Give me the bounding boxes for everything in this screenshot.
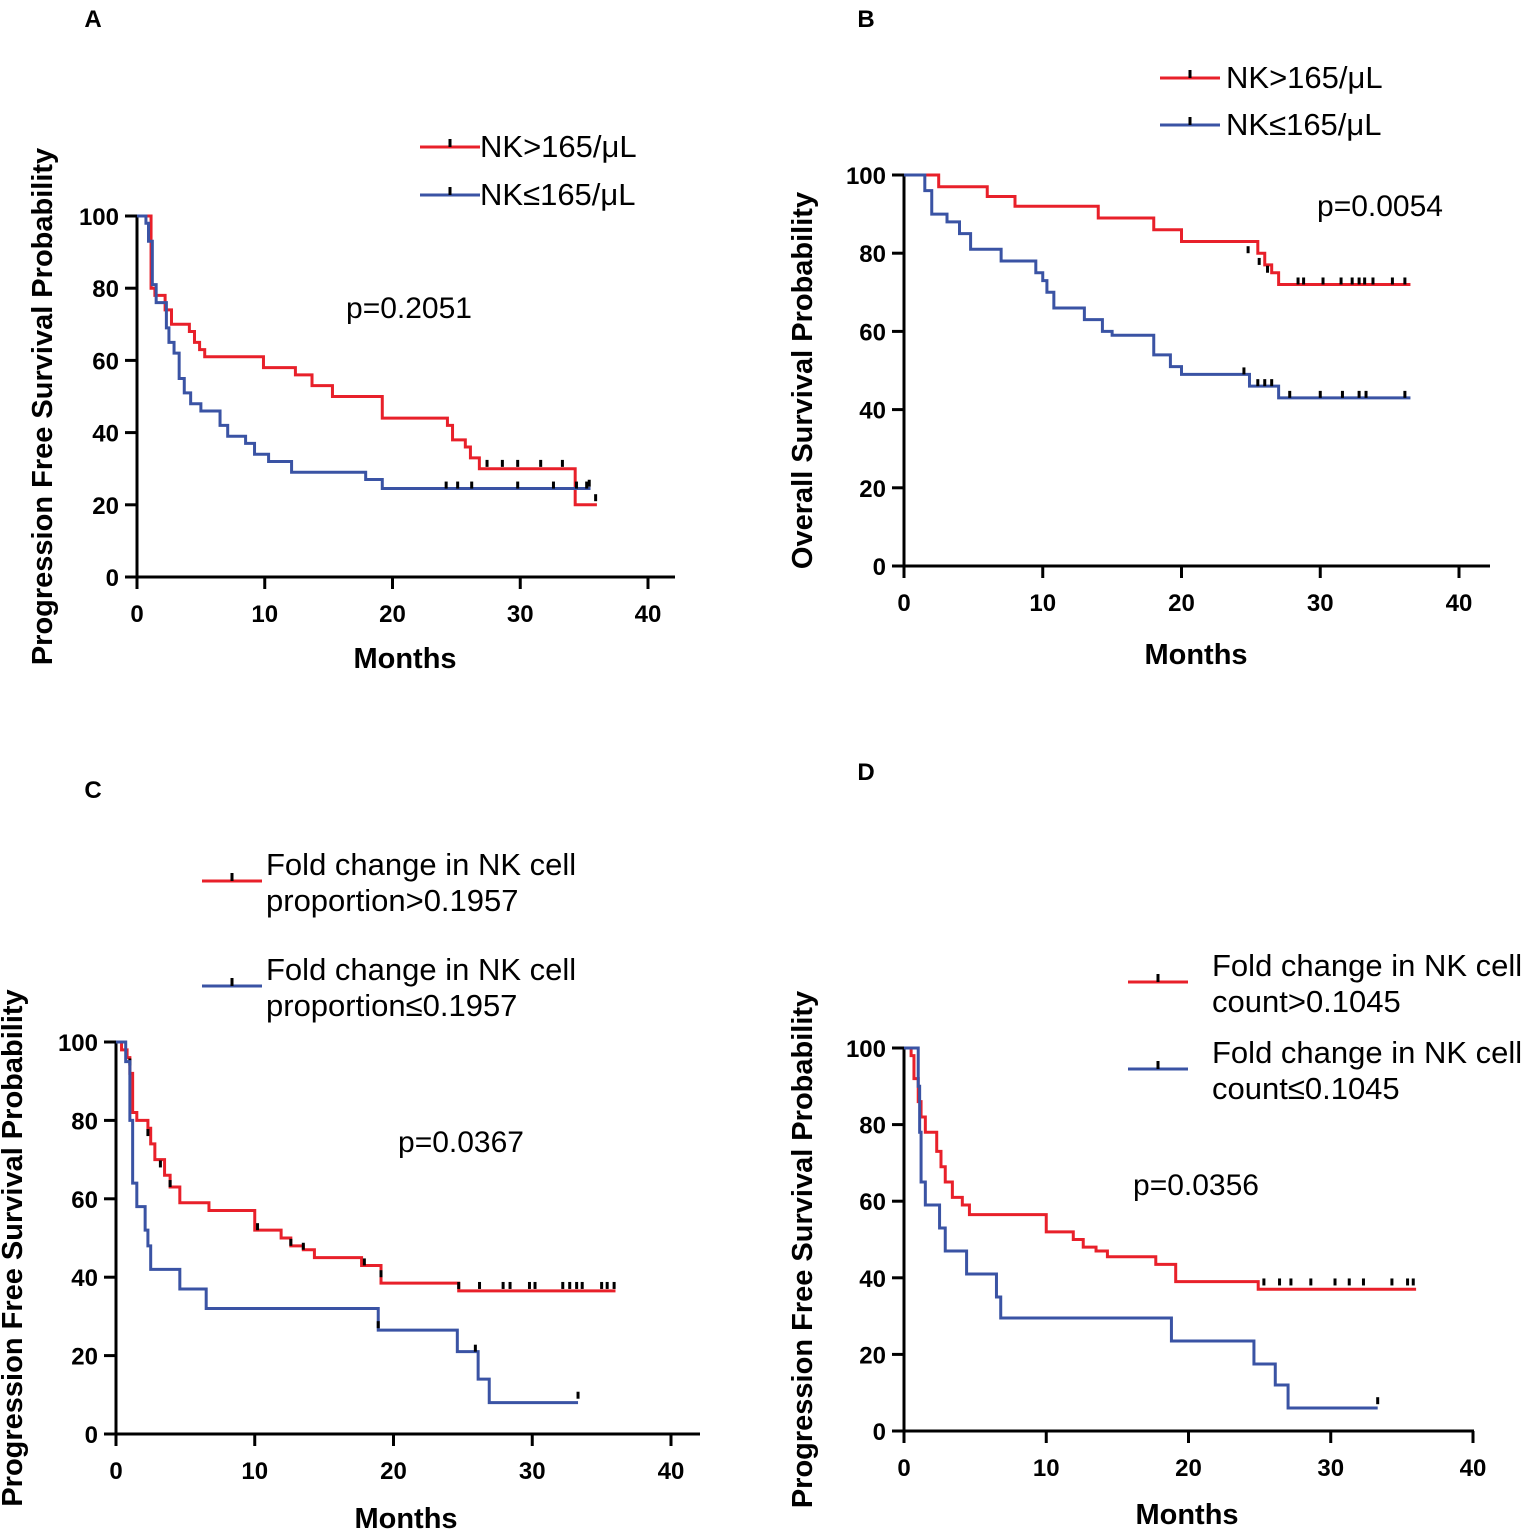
- x-tick-label: 20: [380, 1458, 407, 1485]
- y-tick-label: 40: [859, 398, 886, 425]
- y-tick-label: 20: [71, 1344, 98, 1371]
- survival-curve-low: [904, 173, 1411, 400]
- x-tick-label: 20: [379, 601, 406, 628]
- panel-letter: A: [84, 6, 101, 33]
- panel-letter: B: [857, 6, 874, 33]
- y-axis-title: Progression Free Survival Probability: [787, 991, 819, 1508]
- survival-curve-high: [137, 214, 597, 507]
- y-tick-label: 100: [846, 163, 886, 190]
- y-tick-label: 0: [85, 1422, 98, 1449]
- x-tick-label: 0: [897, 1455, 910, 1482]
- p-value-label: p=0.0356: [1133, 1169, 1259, 1202]
- x-tick-label: 10: [251, 601, 278, 628]
- panel-c: C 0 20 40 60 80 100 0 10 20 30 40 Months Progression …: [0, 777, 700, 1531]
- y-axis-title: Progression Free Survival Probability: [0, 989, 29, 1506]
- legend-label: Fold change in NK cell: [1212, 1035, 1522, 1070]
- y-tick-label: 100: [79, 204, 119, 231]
- survival-curve-low: [904, 1046, 1378, 1410]
- p-value-label: p=0.2051: [346, 292, 472, 325]
- legend-label: Fold change in NK cell: [266, 952, 576, 987]
- y-tick-label: 100: [846, 1036, 886, 1063]
- y-axis-title: Progression Free Survival Probability: [27, 148, 59, 665]
- x-tick-label: 10: [241, 1458, 268, 1485]
- y-tick-label: 0: [106, 565, 119, 592]
- x-tick-label: 10: [1029, 590, 1056, 617]
- p-value-label: p=0.0054: [1317, 190, 1443, 223]
- y-axis-title: Overall Survival Probability: [787, 192, 819, 569]
- survival-curve-low: [137, 214, 591, 491]
- y-tick-label: 80: [859, 1113, 886, 1140]
- y-tick-label: 20: [859, 1342, 886, 1369]
- legend-label: count>0.1045: [1212, 984, 1401, 1019]
- x-tick-label: 30: [1317, 1455, 1344, 1482]
- legend-label: Fold change in NK cell: [1212, 948, 1522, 983]
- x-tick-label: 10: [1033, 1455, 1060, 1482]
- panel-letter: D: [857, 759, 874, 786]
- y-tick-label: 100: [58, 1030, 98, 1057]
- x-tick-label: 40: [635, 601, 662, 628]
- x-tick-label: 40: [1460, 1455, 1487, 1482]
- panel-a: A 0 20 40 60 80 100 0 10 20 30 40 Months Progression …: [27, 6, 675, 675]
- y-tick-label: 20: [859, 476, 886, 503]
- y-tick-label: 80: [859, 241, 886, 268]
- legend-label: NK>165/μL: [1226, 60, 1383, 95]
- y-tick-label: 40: [71, 1265, 98, 1292]
- x-tick-label: 20: [1175, 1455, 1202, 1482]
- x-axis-title: Months: [1144, 639, 1247, 671]
- x-tick-label: 0: [109, 1458, 122, 1485]
- y-tick-label: 0: [873, 1419, 886, 1446]
- y-tick-label: 60: [859, 1189, 886, 1216]
- x-tick-label: 40: [658, 1458, 685, 1485]
- legend-label: count≤0.1045: [1212, 1071, 1400, 1106]
- x-axis-title: Months: [1135, 1499, 1238, 1531]
- legend-label: NK≤165/μL: [480, 177, 636, 212]
- y-tick-label: 40: [859, 1266, 886, 1293]
- survival-curve-low: [116, 1040, 579, 1405]
- legend-label: NK≤165/μL: [1226, 107, 1382, 142]
- panel-b: B 0 20 40 60 80 100 0 10 20 30 40 Months Overall Surv…: [787, 6, 1490, 671]
- x-tick-label: 20: [1168, 590, 1195, 617]
- legend-label: proportion≤0.1957: [266, 988, 517, 1023]
- y-tick-label: 60: [859, 319, 886, 346]
- y-tick-label: 20: [92, 493, 119, 520]
- survival-curve-high: [116, 1040, 616, 1293]
- x-tick-label: 40: [1446, 590, 1473, 617]
- x-tick-label: 30: [1307, 590, 1334, 617]
- y-tick-label: 80: [92, 276, 119, 303]
- x-axis-title: Months: [353, 643, 456, 675]
- x-tick-label: 30: [519, 1458, 546, 1485]
- x-axis-title: Months: [354, 1503, 457, 1531]
- legend-label: Fold change in NK cell: [266, 847, 576, 882]
- panel-letter: C: [84, 777, 101, 804]
- survival-curve-high: [904, 173, 1411, 286]
- y-tick-label: 60: [71, 1187, 98, 1214]
- y-tick-label: 0: [873, 554, 886, 581]
- y-tick-label: 40: [92, 421, 119, 448]
- panel-d: D 0 20 40 60 80 100 0 10 20 30 40 Months Progression …: [787, 759, 1522, 1531]
- x-tick-label: 0: [897, 590, 910, 617]
- y-tick-label: 80: [71, 1108, 98, 1135]
- legend-label: proportion>0.1957: [266, 883, 519, 918]
- y-tick-label: 60: [92, 348, 119, 375]
- x-tick-label: 0: [130, 601, 143, 628]
- legend-label: NK>165/μL: [480, 129, 637, 164]
- p-value-label: p=0.0367: [398, 1126, 524, 1159]
- x-tick-label: 30: [507, 601, 534, 628]
